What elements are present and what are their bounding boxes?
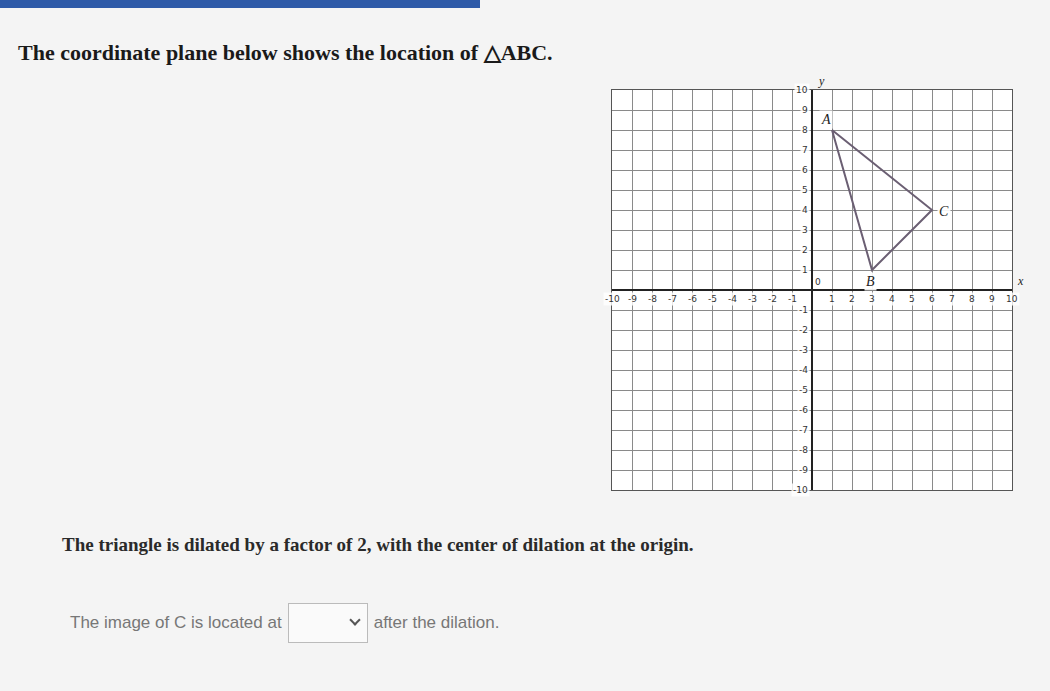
svg-text:8: 8 xyxy=(969,294,975,304)
svg-text:-5: -5 xyxy=(708,294,717,304)
svg-text:3: 3 xyxy=(869,294,875,304)
svg-text:5: 5 xyxy=(802,185,808,195)
svg-text:9: 9 xyxy=(802,105,808,115)
svg-text:-8: -8 xyxy=(648,294,657,304)
svg-text:-2: -2 xyxy=(799,325,808,335)
svg-text:8: 8 xyxy=(802,125,808,135)
svg-text:2: 2 xyxy=(849,294,855,304)
svg-text:5: 5 xyxy=(909,294,915,304)
svg-text:-3: -3 xyxy=(748,294,757,304)
svg-text:C: C xyxy=(939,204,949,219)
svg-text:1: 1 xyxy=(829,294,835,304)
svg-text:1: 1 xyxy=(802,265,808,275)
svg-text:-9: -9 xyxy=(628,294,637,304)
svg-text:10: 10 xyxy=(1006,294,1018,304)
svg-text:4: 4 xyxy=(802,205,808,215)
svg-text:B: B xyxy=(866,274,875,289)
svg-text:-7: -7 xyxy=(799,425,808,435)
svg-text:0: 0 xyxy=(815,277,821,287)
svg-text:-9: -9 xyxy=(799,465,808,475)
svg-text:6: 6 xyxy=(929,294,935,304)
svg-text:-10: -10 xyxy=(793,485,808,495)
svg-text:4: 4 xyxy=(889,294,895,304)
svg-text:3: 3 xyxy=(802,225,808,235)
svg-text:-1: -1 xyxy=(788,294,797,304)
svg-text:6: 6 xyxy=(802,165,808,175)
svg-text:-6: -6 xyxy=(799,405,808,415)
svg-text:-4: -4 xyxy=(728,294,737,304)
svg-text:A: A xyxy=(821,112,831,127)
html-text:after the dilation.: after the dilation. xyxy=(373,613,500,632)
svg-text:-6: -6 xyxy=(688,294,697,304)
svg-text:-1: -1 xyxy=(799,305,808,315)
svg-text:-7: -7 xyxy=(668,294,677,304)
svg-text:-2: -2 xyxy=(768,294,777,304)
svg-text:9: 9 xyxy=(989,294,995,304)
html-text:The triangle is dilated by a f: The triangle is dilated by a factor of 2… xyxy=(62,534,694,555)
html-text:The coordinate plane below sho: The coordinate plane below shows the loc… xyxy=(18,40,553,65)
svg-text:7: 7 xyxy=(802,145,808,155)
svg-text:7: 7 xyxy=(949,294,955,304)
svg-text:-8: -8 xyxy=(799,445,808,455)
svg-text:y: y xyxy=(818,75,825,88)
svg-text:10: 10 xyxy=(796,85,808,95)
svg-text:-10: -10 xyxy=(605,294,620,304)
svg-text:x: x xyxy=(1017,274,1024,288)
svg-text:-3: -3 xyxy=(799,345,808,355)
svg-text:-4: -4 xyxy=(799,365,808,375)
svg-text:-5: -5 xyxy=(799,385,808,395)
html-text:The image of C is located at: The image of C is located at xyxy=(70,613,282,632)
svg-text:2: 2 xyxy=(802,245,808,255)
